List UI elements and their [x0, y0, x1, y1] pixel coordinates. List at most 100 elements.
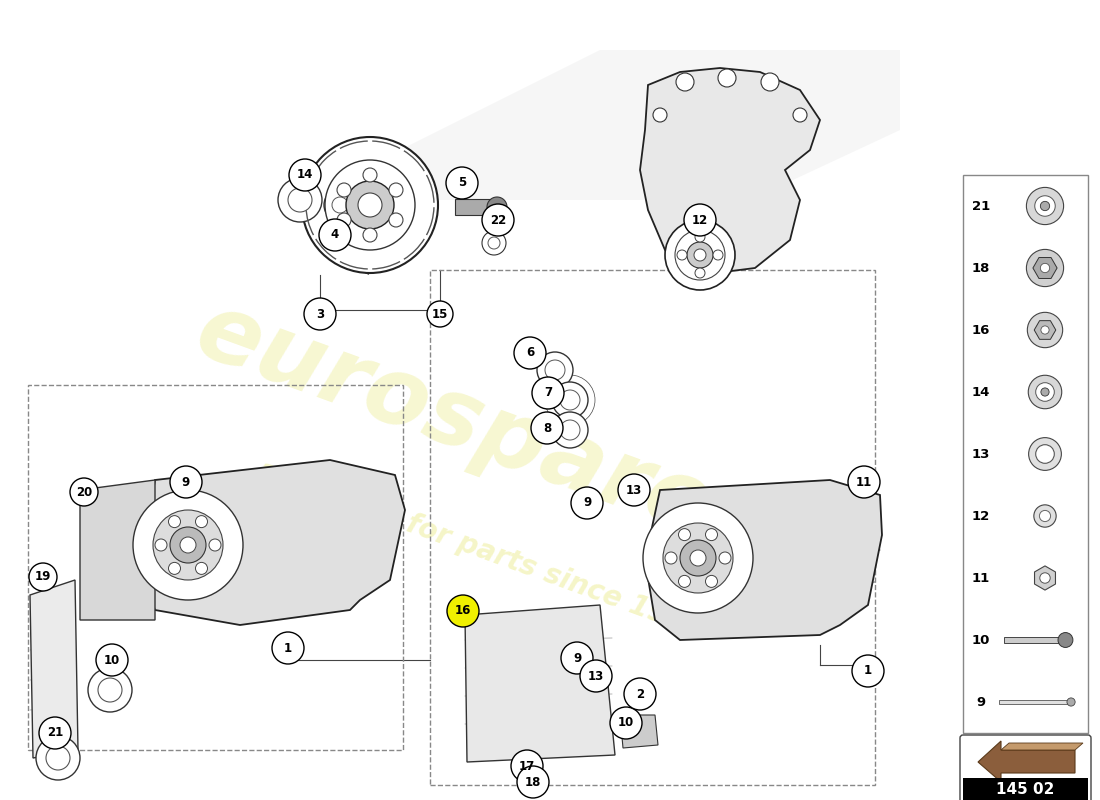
Circle shape — [848, 466, 880, 498]
Circle shape — [332, 197, 348, 213]
Circle shape — [487, 197, 507, 217]
Circle shape — [719, 552, 732, 564]
Circle shape — [358, 193, 382, 217]
Bar — [962, 778, 1088, 800]
Circle shape — [1026, 250, 1064, 286]
Circle shape — [852, 655, 884, 687]
Circle shape — [653, 108, 667, 122]
Circle shape — [319, 219, 351, 251]
Circle shape — [1027, 312, 1063, 348]
Circle shape — [1035, 196, 1055, 216]
Circle shape — [29, 563, 57, 591]
Text: 3: 3 — [316, 307, 324, 321]
Circle shape — [684, 204, 716, 236]
Circle shape — [1058, 633, 1072, 647]
Text: 14: 14 — [297, 169, 313, 182]
Circle shape — [196, 516, 208, 528]
Circle shape — [1040, 573, 1050, 583]
Circle shape — [39, 717, 72, 749]
Polygon shape — [80, 480, 155, 620]
Circle shape — [695, 268, 705, 278]
Bar — [28, 385, 403, 750]
Text: 15: 15 — [432, 307, 448, 321]
Circle shape — [560, 390, 580, 410]
Text: 1: 1 — [284, 642, 293, 654]
Polygon shape — [645, 480, 882, 640]
Circle shape — [666, 552, 676, 564]
Circle shape — [46, 746, 70, 770]
Text: eurospares: eurospares — [184, 285, 777, 575]
Circle shape — [170, 527, 206, 563]
Circle shape — [618, 474, 650, 506]
Text: 21: 21 — [972, 199, 990, 213]
Text: 9: 9 — [182, 475, 190, 489]
Circle shape — [1041, 326, 1049, 334]
Circle shape — [70, 478, 98, 506]
Circle shape — [337, 213, 351, 227]
Circle shape — [168, 516, 180, 528]
Text: 13: 13 — [626, 483, 642, 497]
Circle shape — [676, 250, 688, 260]
Circle shape — [537, 352, 573, 388]
Bar — [430, 270, 874, 785]
Text: 7: 7 — [543, 386, 552, 399]
Bar — [962, 175, 1088, 733]
Text: 4: 4 — [331, 229, 339, 242]
Circle shape — [695, 232, 705, 242]
Circle shape — [196, 562, 208, 574]
Text: 2: 2 — [636, 687, 645, 701]
Circle shape — [624, 678, 656, 710]
Circle shape — [679, 575, 691, 587]
Circle shape — [544, 375, 595, 425]
Circle shape — [337, 183, 351, 197]
Text: 19: 19 — [35, 570, 52, 583]
Circle shape — [363, 228, 377, 242]
Circle shape — [552, 382, 589, 418]
Text: 11: 11 — [972, 571, 990, 585]
Circle shape — [1040, 510, 1050, 522]
Text: 11: 11 — [856, 475, 872, 489]
Circle shape — [644, 503, 754, 613]
Circle shape — [679, 529, 691, 541]
Text: 8: 8 — [543, 422, 551, 434]
Circle shape — [363, 168, 377, 182]
Circle shape — [1041, 388, 1049, 396]
Circle shape — [675, 230, 725, 280]
Circle shape — [155, 539, 167, 551]
Circle shape — [324, 160, 415, 250]
Text: 9: 9 — [977, 695, 986, 709]
Circle shape — [713, 250, 723, 260]
Polygon shape — [300, 50, 900, 200]
Circle shape — [488, 237, 501, 249]
Circle shape — [272, 632, 304, 664]
Circle shape — [447, 595, 478, 627]
Text: 17: 17 — [519, 759, 535, 773]
Polygon shape — [30, 580, 78, 758]
Circle shape — [36, 736, 80, 780]
Circle shape — [705, 529, 717, 541]
Circle shape — [288, 188, 312, 212]
Circle shape — [168, 562, 180, 574]
Circle shape — [1067, 698, 1075, 706]
Circle shape — [389, 183, 403, 197]
Circle shape — [289, 159, 321, 191]
Text: 5: 5 — [458, 177, 466, 190]
Circle shape — [1036, 445, 1054, 463]
Circle shape — [389, 213, 403, 227]
Polygon shape — [1004, 637, 1060, 643]
Polygon shape — [140, 460, 405, 625]
Circle shape — [1041, 263, 1049, 273]
Circle shape — [690, 550, 706, 566]
Text: 21: 21 — [47, 726, 63, 739]
Circle shape — [761, 73, 779, 91]
Circle shape — [153, 510, 223, 580]
Circle shape — [688, 242, 713, 268]
Circle shape — [1028, 375, 1062, 409]
Polygon shape — [1033, 258, 1057, 278]
Text: 1: 1 — [864, 665, 872, 678]
Circle shape — [680, 540, 716, 576]
Circle shape — [1041, 202, 1049, 210]
Text: 10: 10 — [971, 634, 990, 646]
Circle shape — [610, 707, 642, 739]
Text: 14: 14 — [971, 386, 990, 398]
